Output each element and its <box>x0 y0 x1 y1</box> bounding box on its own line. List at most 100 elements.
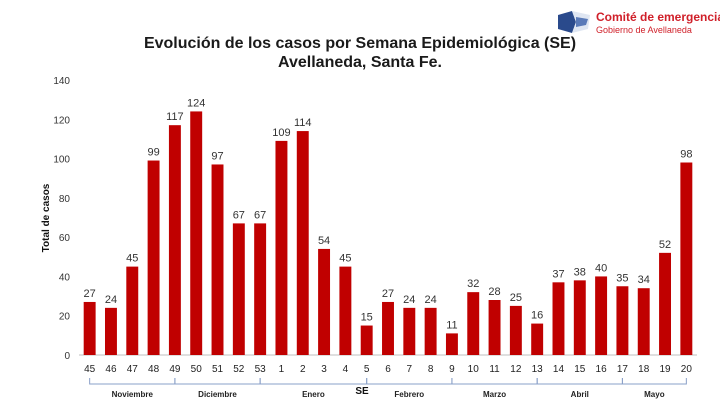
x-tick-label: 1 <box>279 364 285 375</box>
data-label: 40 <box>595 262 607 274</box>
chart-subtitle: Avellaneda, Santa Fe. <box>278 54 442 71</box>
data-label: 52 <box>659 239 671 251</box>
month-label: Febrero <box>394 390 424 399</box>
bar <box>595 276 608 355</box>
bar <box>509 305 522 355</box>
bar <box>552 282 565 355</box>
data-label: 27 <box>84 288 96 300</box>
x-tick-label: 12 <box>510 364 522 375</box>
chart-title: Evolución de los casos por Semana Epidem… <box>143 35 577 52</box>
month-label: Enero <box>302 390 325 399</box>
x-tick-label: 14 <box>553 364 565 375</box>
x-tick-label: 7 <box>407 364 413 375</box>
data-label: 45 <box>339 253 351 265</box>
data-label: 32 <box>467 278 479 290</box>
x-tick-label: 11 <box>489 364 500 375</box>
bar <box>445 333 458 355</box>
data-label: 97 <box>211 150 223 162</box>
month-bracket <box>366 378 453 385</box>
month-label: Noviembre <box>112 390 154 399</box>
x-tick-label: 53 <box>255 364 267 375</box>
x-tick-label: 17 <box>617 364 629 375</box>
month-bracket <box>174 378 261 385</box>
month-bracket <box>89 378 176 385</box>
data-label: 38 <box>574 266 586 278</box>
bar <box>211 164 224 355</box>
y-tick-label: 0 <box>64 351 70 362</box>
y-tick-label: 120 <box>53 115 70 126</box>
month-label: Mayo <box>644 390 665 399</box>
y-tick-label: 20 <box>59 312 71 323</box>
x-tick-label: 52 <box>233 364 245 375</box>
month-label: Abril <box>571 390 589 399</box>
bar <box>467 292 480 355</box>
bar <box>254 223 267 355</box>
bar <box>424 307 437 355</box>
bar <box>573 280 586 355</box>
x-tick-label: 13 <box>532 364 544 375</box>
flag-icon <box>558 11 590 33</box>
month-bracket <box>451 378 538 385</box>
y-tick-label: 140 <box>53 76 70 87</box>
bar <box>403 307 416 355</box>
x-tick-label: 3 <box>321 364 327 375</box>
bar <box>339 266 352 355</box>
data-label: 35 <box>616 272 628 284</box>
y-tick-label: 40 <box>59 272 71 283</box>
bar <box>318 248 331 355</box>
bar <box>275 140 288 355</box>
bar <box>147 160 160 355</box>
logo-name: Comité de emergencia <box>596 10 720 24</box>
bar <box>83 301 96 355</box>
y-tick-label: 80 <box>59 194 71 205</box>
x-tick-label: 45 <box>84 364 96 375</box>
bar <box>531 323 544 355</box>
data-label: 24 <box>403 294 415 306</box>
x-tick-label: 8 <box>428 364 434 375</box>
data-label: 25 <box>510 292 522 304</box>
data-label: 11 <box>446 319 457 331</box>
x-tick-label: 10 <box>468 364 480 375</box>
bar <box>680 162 693 355</box>
data-label: 117 <box>166 111 184 123</box>
data-label: 24 <box>105 294 117 306</box>
month-bracket <box>536 378 623 385</box>
data-label: 98 <box>680 149 692 161</box>
data-label: 99 <box>147 147 159 159</box>
x-tick-label: 50 <box>191 364 203 375</box>
data-label: 27 <box>382 288 394 300</box>
x-tick-label: 6 <box>385 364 391 375</box>
data-label: 124 <box>187 97 205 109</box>
x-tick-label: 51 <box>212 364 224 375</box>
x-tick-label: 2 <box>300 364 306 375</box>
x-tick-label: 19 <box>659 364 671 375</box>
y-tick-label: 100 <box>53 155 70 166</box>
x-tick-label: 47 <box>127 364 139 375</box>
bar <box>360 325 373 355</box>
y-axis-title: Total de casos <box>41 183 52 252</box>
data-label: 54 <box>318 235 330 247</box>
logo-subtitle: Gobierno de Avellaneda <box>596 25 692 35</box>
bar <box>126 266 139 355</box>
logo: Comité de emergencia Gobierno de Avellan… <box>556 8 720 38</box>
bar <box>190 111 203 355</box>
bar <box>382 301 394 355</box>
month-label: Marzo <box>483 390 506 399</box>
month-bracket <box>621 378 687 385</box>
data-label: 45 <box>126 253 138 265</box>
bar <box>488 300 501 355</box>
x-tick-label: 49 <box>169 364 181 375</box>
x-tick-label: 18 <box>638 364 650 375</box>
x-tick-label: 5 <box>364 364 370 375</box>
month-bracket <box>259 378 368 385</box>
bar <box>104 307 117 355</box>
bar <box>659 252 672 355</box>
x-tick-label: 20 <box>681 364 693 375</box>
data-label: 114 <box>294 117 312 129</box>
data-label: 28 <box>488 286 500 298</box>
x-tick-label: 48 <box>148 364 160 375</box>
bar <box>168 125 181 355</box>
y-tick-label: 60 <box>59 233 71 244</box>
data-label: 67 <box>233 209 245 221</box>
